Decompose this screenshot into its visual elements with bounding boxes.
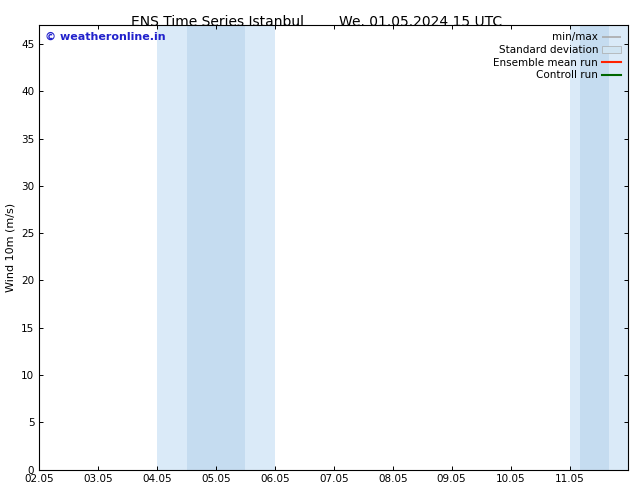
Text: © weatheronline.in: © weatheronline.in (45, 32, 165, 42)
Bar (579, 25, 609, 469)
Bar (157, 25, 275, 469)
Legend: min/max, Standard deviation, Ensemble mean run, Controll run: min/max, Standard deviation, Ensemble me… (491, 30, 623, 82)
Bar (569, 25, 628, 469)
Y-axis label: Wind 10m (m/s): Wind 10m (m/s) (6, 203, 16, 292)
Text: ENS Time Series Istanbul        We. 01.05.2024 15 UTC: ENS Time Series Istanbul We. 01.05.2024 … (131, 15, 503, 29)
Bar (186, 25, 245, 469)
